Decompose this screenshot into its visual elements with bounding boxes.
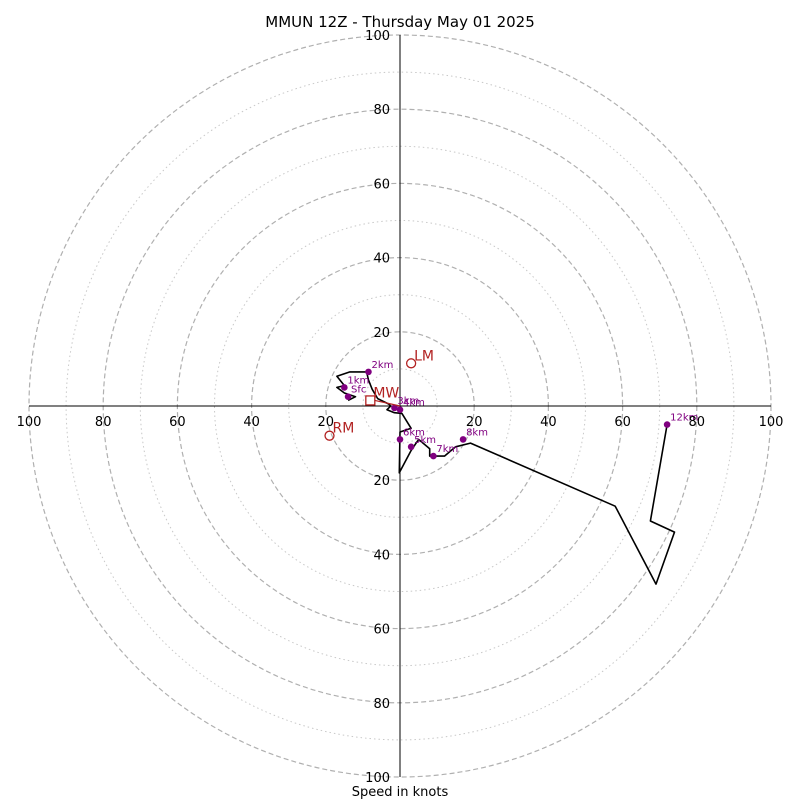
height-point-8km [459, 436, 467, 443]
height-point-1km [341, 384, 348, 391]
x-axis-label: Speed in knots [352, 785, 449, 800]
height-point-4km [396, 406, 404, 414]
storm-motion-marker-RM [324, 430, 335, 441]
storm-motion-label: MW [373, 385, 399, 401]
height-point-label: 1km [347, 375, 369, 386]
storm-motion-marker-LM [405, 358, 417, 369]
y-tick-label: 100 [365, 29, 390, 44]
height-point-label: Sfc [351, 385, 366, 396]
storm-motion-group: LM MW RM [324, 348, 434, 441]
y-tick-label: 80 [373, 103, 390, 118]
height-point-5km [407, 443, 415, 451]
x-tick-label: 100 [17, 415, 42, 430]
height-point-label: 3km [397, 396, 419, 407]
x-tick-label: 80 [689, 415, 706, 430]
y-tick-label: 80 [373, 697, 390, 712]
height-point-6km [396, 436, 404, 443]
tick-labels: 100 80 60 40 20 20 40 60 80 100 100 80 60 40 20 20 40 60 8… [17, 29, 784, 786]
height-point-2km [365, 368, 372, 376]
y-tick-label: 100 [365, 771, 390, 786]
mean-wind-vector [374, 399, 401, 407]
y-tick-label: 40 [373, 252, 390, 267]
height-point-label: 2km [371, 360, 393, 371]
y-tick-label: 20 [373, 326, 390, 341]
storm-motion-label: LM [414, 348, 434, 364]
wind-trace-line [336, 371, 676, 585]
height-point-Sfc [344, 393, 352, 401]
y-tick-label: 60 [373, 177, 390, 192]
height-point-label: 8km [466, 427, 488, 438]
x-tick-label: 40 [243, 415, 260, 430]
x-tick-label: 100 [759, 415, 784, 430]
x-tick-label: 60 [614, 415, 631, 430]
y-tick-label: 60 [373, 623, 390, 638]
x-tick-label: 80 [95, 415, 112, 430]
wind-trace-group [336, 371, 676, 585]
x-tick-label: 20 [318, 415, 335, 430]
height-point-7km [430, 452, 437, 460]
x-tick-label: 20 [466, 415, 483, 430]
y-tick-label: 40 [373, 548, 390, 563]
x-tick-label: 60 [169, 415, 186, 430]
y-tick-label: 20 [373, 474, 390, 489]
x-tick-label: 40 [540, 415, 557, 430]
height-point-label: 5km [414, 435, 436, 446]
height-point-12km [663, 421, 671, 428]
chart-title: MMUN 12Z - Thursday May 01 2025 [265, 13, 535, 31]
storm-motion-label: RM [333, 421, 355, 437]
height-point-label: 7km [436, 444, 458, 455]
height-point-label: 12km [670, 413, 698, 424]
height-point-label: 6km [403, 427, 425, 438]
height-point-3km [391, 404, 398, 412]
height-point-label: 4km [403, 398, 425, 409]
